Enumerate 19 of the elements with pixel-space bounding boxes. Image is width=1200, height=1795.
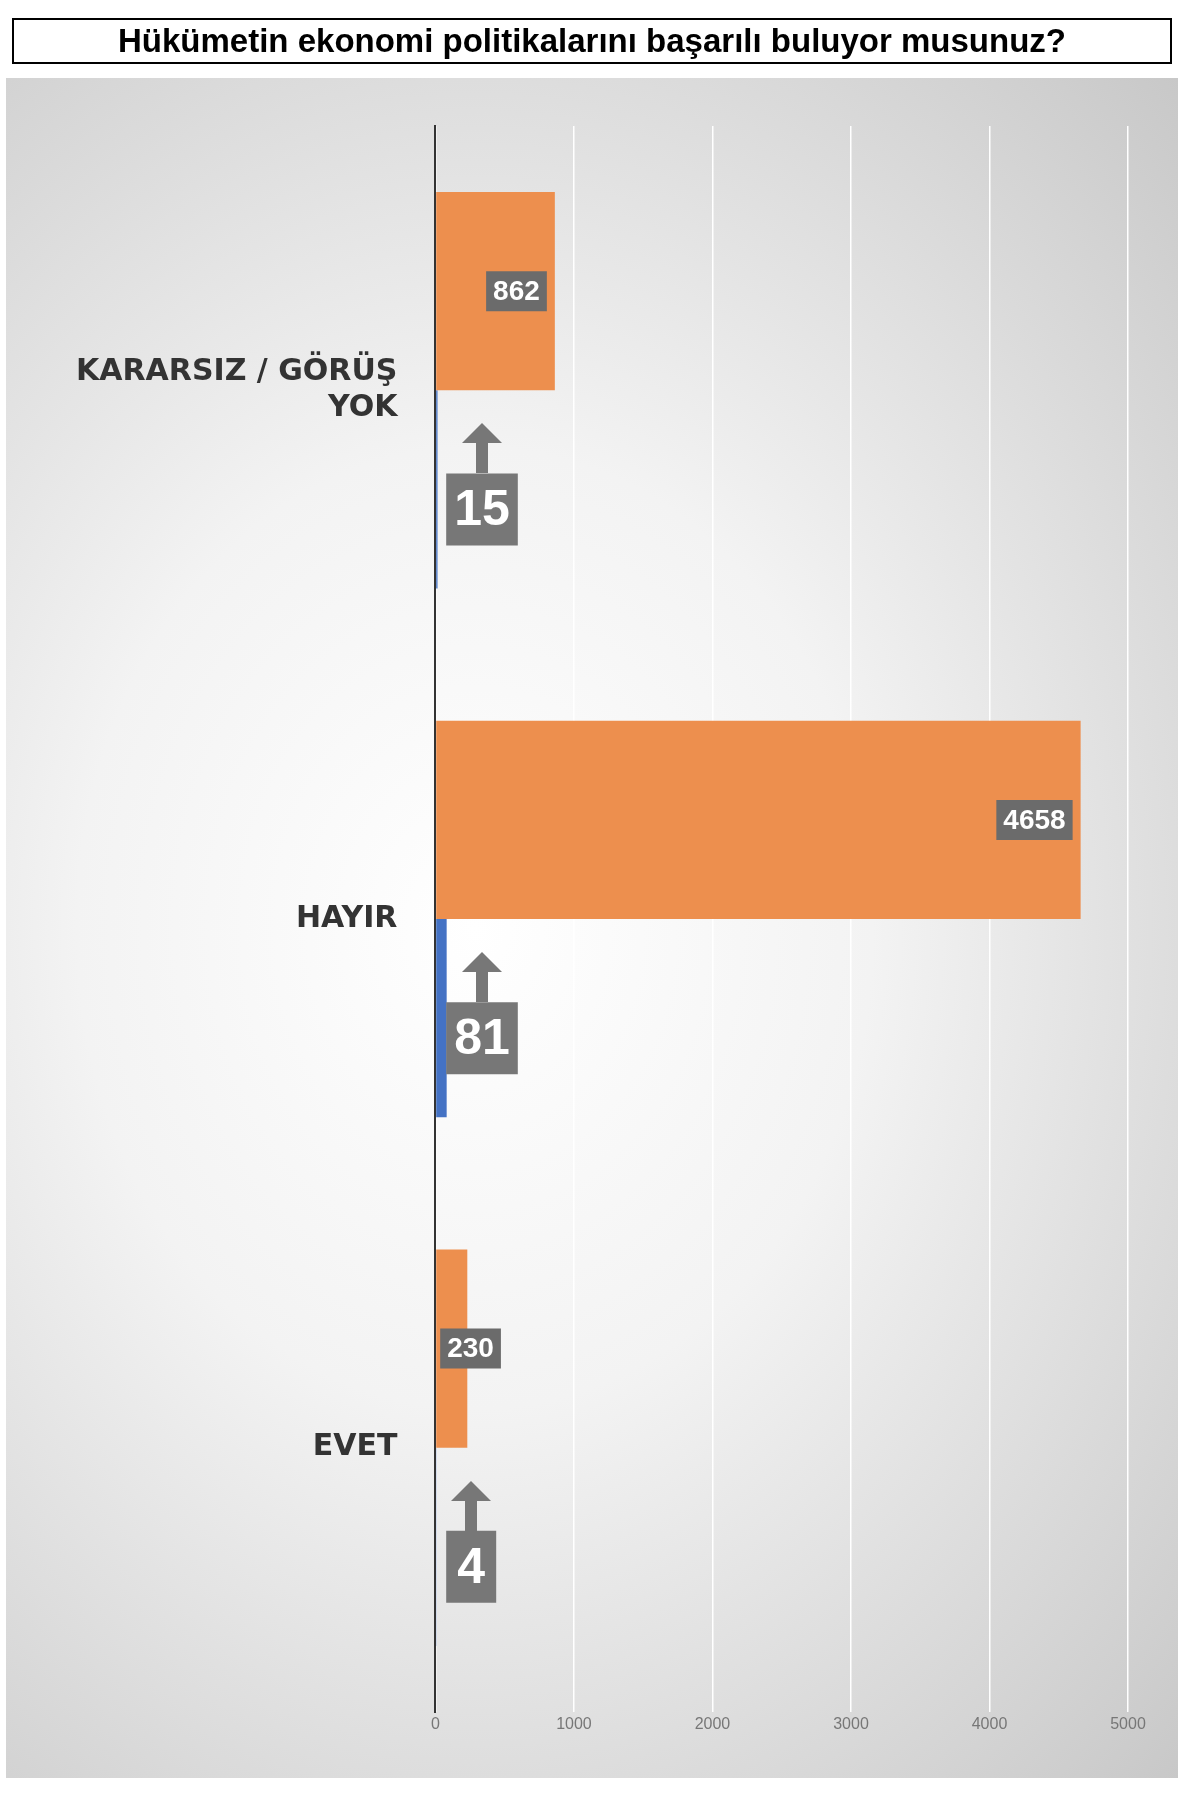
data-label: 4: [457, 1537, 486, 1594]
bar: [436, 192, 555, 391]
data-label: 230: [447, 1332, 494, 1364]
x-tick-label: 0: [430, 1715, 440, 1733]
x-tick-label: 5000: [1110, 1715, 1146, 1733]
data-label: 81: [454, 1008, 510, 1065]
x-tick-label: 2000: [694, 1715, 731, 1733]
y-tick-label: KARARSIZ / GÖRÜŞ YOK: [75, 351, 400, 424]
data-label: 862: [493, 274, 540, 306]
y-tick-label: HAYIR: [295, 898, 398, 934]
data-label: 15: [454, 480, 510, 537]
bar: [436, 919, 447, 1118]
data-label: 4658: [1003, 803, 1066, 835]
chart-title: Hükümetin ekonomi politikalarını başarılı buluyor musunuz?: [12, 18, 1172, 64]
y-tick-label: EVET: [312, 1427, 398, 1463]
bar: [436, 720, 1081, 919]
x-tick-label: 3000: [833, 1715, 869, 1733]
x-tick-label: 1000: [556, 1715, 592, 1733]
x-tick-label: 4000: [971, 1715, 1008, 1733]
